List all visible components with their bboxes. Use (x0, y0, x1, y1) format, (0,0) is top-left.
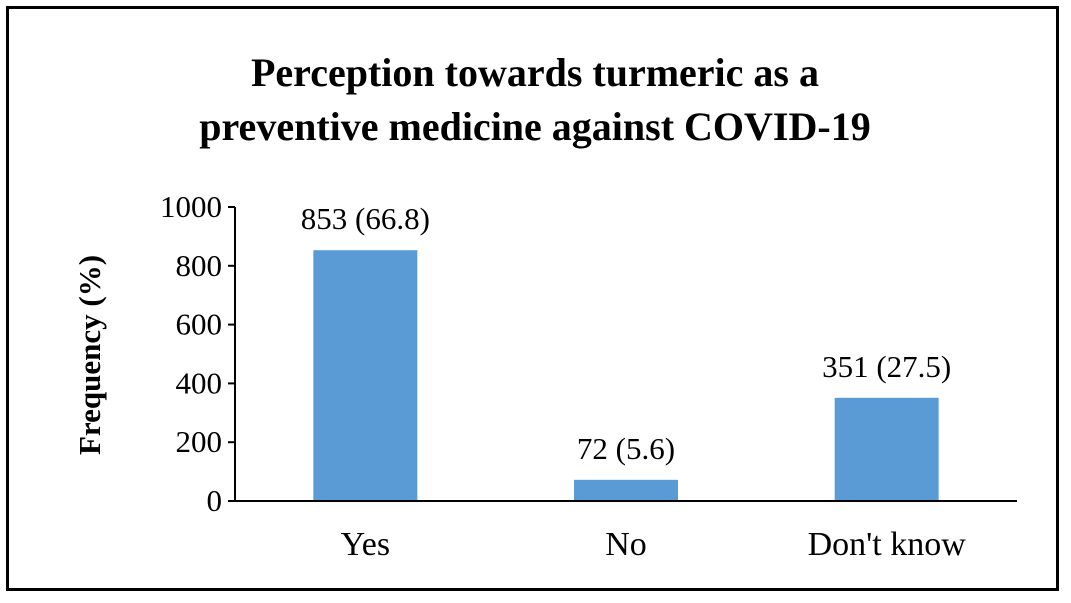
y-tick-label: 800 (176, 248, 223, 283)
bar (574, 479, 678, 501)
data-labels: 853 (66.8) 72 (5.6) 351 (27.5) (301, 201, 951, 466)
x-tick-label: No (605, 526, 647, 563)
data-label: 853 (66.8) (301, 201, 430, 236)
y-axis-label: Frequency (%) (72, 255, 107, 455)
bar (313, 250, 418, 501)
bars (313, 250, 939, 501)
y-tick-label: 200 (176, 424, 223, 459)
data-label: 351 (27.5) (822, 349, 951, 384)
axes (234, 207, 1017, 502)
x-tick-label: Don't know (808, 526, 967, 563)
y-tick-label: 400 (176, 365, 223, 400)
chart-title: Perception towards turmeric as a prevent… (199, 50, 870, 149)
x-axis-tick-labels: Yes No Don't know (341, 526, 967, 563)
chart-title-line-2: preventive medicine against COVID-19 (199, 104, 870, 149)
y-tick-label: 1000 (160, 189, 222, 224)
y-tick-label: 0 (207, 483, 223, 518)
chart-title-line-1: Perception towards turmeric as a (251, 50, 819, 95)
x-tick-label: Yes (341, 526, 390, 563)
y-tick-label: 600 (176, 307, 223, 342)
y-axis-ticks: 0 200 400 600 800 1000 (160, 189, 235, 518)
bar (834, 397, 939, 501)
data-label: 72 (5.6) (577, 431, 675, 466)
